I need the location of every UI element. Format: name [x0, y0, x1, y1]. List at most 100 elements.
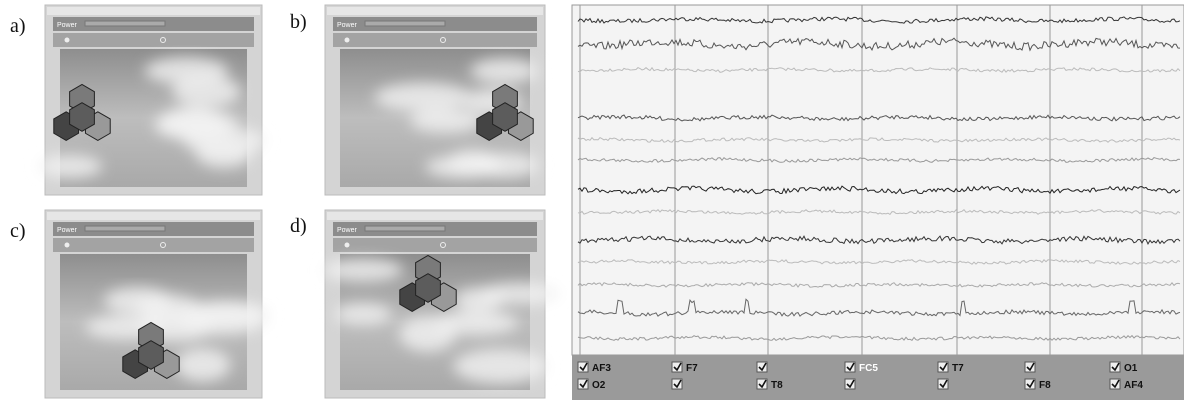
clouds — [37, 57, 266, 178]
cloud — [425, 155, 501, 179]
option-icon — [160, 37, 166, 43]
checkbox — [844, 361, 856, 373]
options-row — [333, 33, 537, 47]
checkmark — [939, 362, 948, 372]
power-meter — [364, 225, 446, 232]
channel-checkbox[interactable]: AF3 — [577, 361, 611, 374]
checkbox — [844, 378, 856, 390]
checkbox — [671, 361, 683, 373]
power-meter — [84, 20, 166, 27]
cloud — [184, 300, 270, 325]
eeg-trace — [577, 281, 1181, 288]
option-icon — [344, 242, 350, 248]
title-bar — [327, 7, 543, 15]
cognitiv-panel: Power — [44, 209, 270, 399]
channel-checkbox[interactable]: FC5 — [844, 361, 878, 374]
channel-checkbox[interactable]: F8 — [1024, 378, 1051, 391]
cloud — [374, 82, 472, 112]
checkbox — [577, 361, 589, 373]
power-label: Power — [337, 227, 358, 234]
checkbox — [1024, 378, 1036, 390]
cloud — [454, 287, 505, 312]
options-row — [53, 33, 254, 47]
channel-checkbox[interactable]: T7 — [937, 361, 964, 374]
cube-facet — [492, 102, 518, 132]
cloud — [144, 57, 229, 85]
channel-checkbox[interactable]: F7 — [671, 361, 698, 374]
eeg-trace — [577, 185, 1181, 195]
cognitiv-panel: Power — [324, 4, 546, 196]
cloud — [174, 348, 231, 382]
checkbox — [1109, 361, 1121, 373]
panel-label: c) — [10, 220, 26, 242]
channel-checkbox[interactable]: AF4 — [1109, 378, 1143, 391]
channel-checkbox[interactable] — [1024, 361, 1036, 373]
channel-label: O2 — [592, 380, 606, 391]
checkbox — [937, 361, 949, 373]
channel-label: O1 — [1124, 363, 1138, 374]
checkmark — [579, 379, 588, 389]
panel-label: d) — [290, 215, 307, 237]
checkmark — [1111, 379, 1120, 389]
channel-checkbox[interactable] — [937, 378, 949, 390]
channel-checkbox[interactable] — [671, 378, 683, 390]
channel-label: AF4 — [1124, 380, 1143, 391]
channel-bar — [572, 355, 1184, 400]
channel-label: FC5 — [859, 363, 878, 374]
channel-checkbox[interactable]: O1 — [1109, 361, 1138, 374]
checkmark — [1111, 362, 1120, 372]
channel-label: F7 — [686, 363, 698, 374]
cloud — [183, 126, 266, 156]
channel-label: F8 — [1039, 380, 1051, 391]
eeg-trace — [577, 66, 1181, 73]
checkmark — [758, 362, 767, 372]
checkmark — [673, 379, 682, 389]
cloud — [453, 348, 548, 384]
eeg-trace — [577, 16, 1181, 24]
eeg-trace — [577, 156, 1181, 163]
cloud — [409, 109, 481, 133]
power-label: Power — [337, 22, 358, 29]
options-row — [53, 238, 254, 252]
channel-checkbox[interactable] — [756, 361, 768, 373]
option-icon — [64, 37, 70, 43]
channel-checkbox[interactable]: O2 — [577, 378, 606, 391]
channel-label: AF3 — [592, 363, 611, 374]
eeg-trace — [577, 136, 1181, 143]
clouds — [322, 258, 561, 384]
cognitiv-panel: Power — [37, 4, 266, 196]
cloud — [134, 294, 202, 321]
cloud — [470, 58, 539, 84]
cube-facet — [138, 340, 164, 370]
power-label: Power — [57, 227, 78, 234]
option-icon — [344, 37, 350, 43]
checkbox — [756, 378, 768, 390]
channel-checkbox[interactable]: T8 — [756, 378, 783, 391]
panel-label: a) — [10, 15, 26, 37]
channel-checkbox[interactable] — [844, 378, 856, 390]
eeg-trace — [577, 235, 1181, 245]
title-bar — [47, 212, 260, 220]
eeg-trace — [577, 208, 1181, 216]
checkmark — [1026, 379, 1035, 389]
eeg-trace — [577, 298, 1181, 317]
option-icon — [440, 37, 446, 43]
power-meter — [364, 20, 446, 27]
eeg-plot — [571, 4, 1184, 356]
eeg-trace — [577, 37, 1181, 52]
title-bar — [327, 212, 543, 220]
cloud — [334, 303, 393, 325]
options-row — [333, 238, 537, 252]
checkmark — [939, 379, 948, 389]
channel-label: T8 — [771, 380, 783, 391]
cloud — [37, 154, 103, 178]
power-label: Power — [57, 22, 78, 29]
checkbox — [671, 378, 683, 390]
cube-facet — [415, 273, 441, 303]
option-icon — [64, 242, 70, 248]
checkmark — [758, 379, 767, 389]
eeg-trace — [577, 334, 1181, 342]
checkmark — [579, 362, 588, 372]
